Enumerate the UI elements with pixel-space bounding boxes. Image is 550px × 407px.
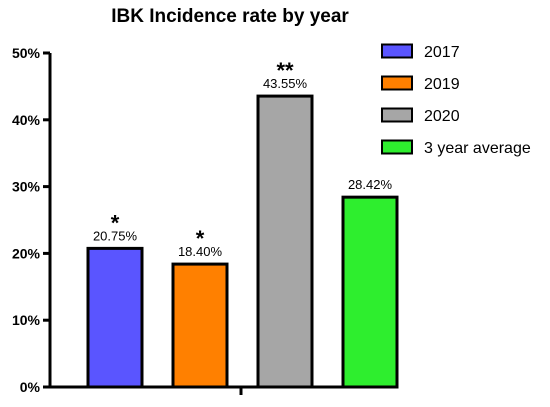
bars: 20.75%*18.40%*43.55%**28.42% [86, 58, 399, 389]
significance-marker: * [111, 210, 120, 235]
legend-swatch [381, 75, 413, 91]
data-label: 43.55% [263, 76, 308, 91]
significance-marker: ** [276, 58, 294, 83]
y-tick-label: 20% [12, 245, 41, 261]
legend-label: 2020 [424, 108, 460, 125]
bar-2019 [171, 262, 229, 389]
y-axis: 0% 10% 20% 30% 40% 50% [12, 45, 52, 395]
legend: 2017 2019 2020 3 year average [381, 43, 531, 157]
data-label: 28.42% [348, 177, 393, 192]
y-tick-label: 10% [12, 312, 41, 328]
legend-label: 3 year average [424, 140, 531, 157]
legend-label: 2019 [424, 76, 460, 93]
bar-2017 [86, 246, 144, 389]
y-tick-label: 30% [12, 179, 41, 195]
bar-3-year-average [341, 195, 399, 389]
significance-marker: * [196, 226, 205, 251]
y-tick-label: 40% [12, 112, 41, 128]
legend-swatch [381, 43, 413, 59]
y-tick-label: 50% [12, 45, 41, 61]
bar-2020 [256, 94, 314, 389]
data-label: 18.40% [178, 244, 223, 259]
chart-title: IBK Incidence rate by year [111, 6, 349, 27]
data-label: 20.75% [93, 228, 138, 243]
y-tick-label: 0% [20, 379, 41, 395]
legend-label: 2017 [424, 44, 460, 61]
legend-swatch [381, 107, 413, 123]
legend-swatch [381, 139, 413, 155]
